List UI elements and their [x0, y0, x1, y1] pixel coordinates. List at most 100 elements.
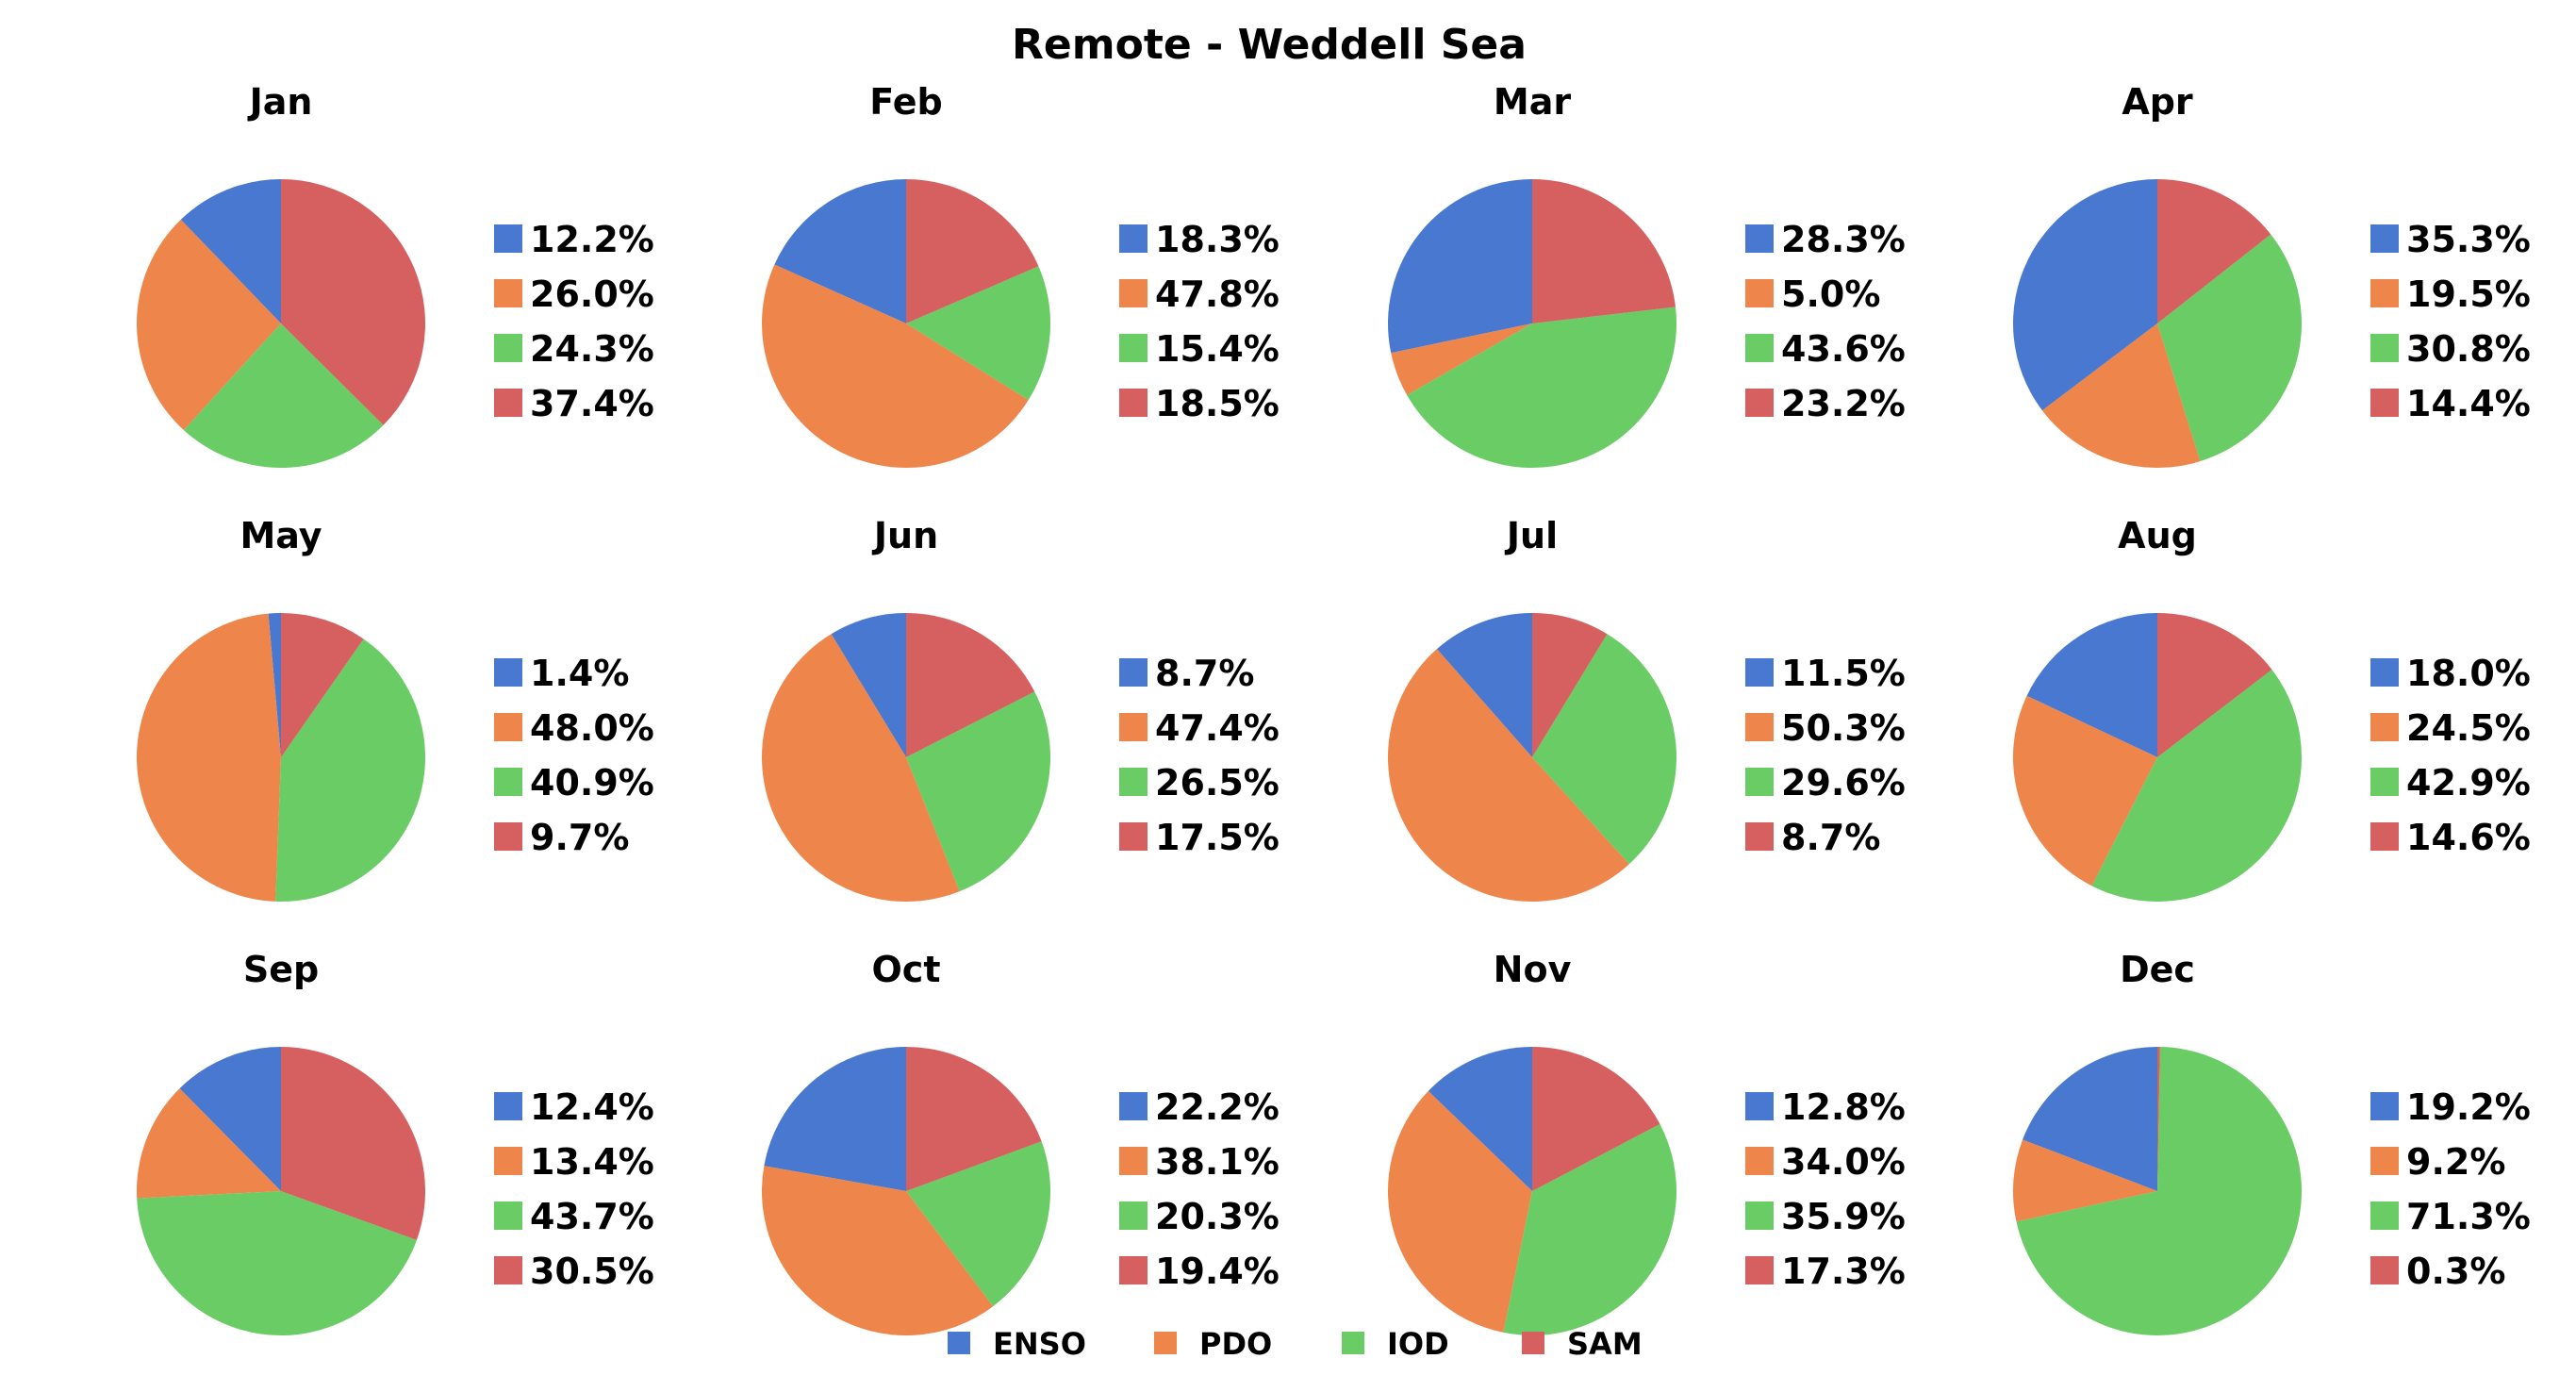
panel-legend-value-enso: 28.3% [1781, 219, 1906, 260]
panel-legend-value-sam: 17.5% [1155, 817, 1280, 858]
legend-swatch-iod [1342, 1332, 1364, 1354]
panel-legend-swatch-pdo [1745, 1147, 1774, 1175]
pie-slice-iod [1407, 307, 1676, 468]
panel-legend-value-iod: 35.9% [1781, 1196, 1906, 1237]
panel-legend-swatch-sam [1119, 822, 1148, 851]
pie-slice-enso [268, 613, 281, 757]
pie-slice-sam [2157, 178, 2271, 323]
panel-legend-value-iod: 20.3% [1155, 1196, 1280, 1237]
pie-slice-enso [2023, 1047, 2157, 1191]
month-panel-nov: Nov 12.8% 34.0% 35.9% 17.3% [1388, 949, 1906, 1336]
panel-legend-value-pdo: 9.2% [2406, 1141, 2505, 1183]
panel-legend-value-enso: 1.4% [530, 653, 629, 694]
panel-legend-value-sam: 18.5% [1155, 383, 1280, 424]
pie-slice-pdo [1388, 649, 1629, 902]
pie-slice-sam [1532, 1047, 1660, 1191]
pie-slice-sam [281, 613, 364, 757]
legend-label-sam: SAM [1567, 1326, 1643, 1362]
pie-slice-iod [1503, 1123, 1677, 1336]
panel-legend-value-iod: 30.8% [2406, 328, 2531, 370]
panel-legend-swatch-iod [2370, 1201, 2399, 1230]
panel-legend-value-sam: 14.4% [2406, 383, 2531, 424]
panel-legend-value-pdo: 26.0% [530, 273, 654, 315]
panel-legend-swatch-sam [2370, 389, 2399, 417]
pie-slice-enso [764, 1047, 906, 1191]
pie-slice-iod [1532, 634, 1676, 865]
panel-legend-value-iod: 29.6% [1781, 762, 1906, 804]
panel-legend-swatch-iod [494, 768, 522, 796]
month-panel-mar: Mar 28.3% 5.0% 43.6% 23.2% [1388, 81, 1906, 468]
panel-legend-value-sam: 19.4% [1155, 1251, 1280, 1292]
panel-title: Apr [2122, 81, 2193, 123]
panel-legend-swatch-sam [1745, 1256, 1774, 1284]
pie-slice-enso [2013, 179, 2157, 411]
panel-legend-value-enso: 19.2% [2406, 1086, 2531, 1128]
pie-slice-pdo [1391, 323, 1532, 395]
panel-legend-swatch-enso [494, 224, 522, 253]
month-panel-jun: Jun 8.7% 47.4% 26.5% 17.5% [761, 515, 1280, 903]
pie-slice-pdo [2041, 323, 2201, 468]
pie-slice-sam [906, 613, 1035, 757]
legend-swatch-enso [948, 1332, 970, 1354]
legend-label-pdo: PDO [1199, 1326, 1272, 1362]
pie-slice-enso [774, 179, 906, 323]
pie-slice-enso [180, 179, 281, 323]
panel-legend-value-iod: 15.4% [1155, 328, 1280, 370]
panel-title: Nov [1494, 949, 1572, 990]
panel-legend-value-pdo: 47.8% [1155, 273, 1280, 315]
pie-slice-sam [1532, 179, 1676, 323]
pie-slice-iod [137, 1191, 417, 1336]
pie-slice-iod [2016, 1047, 2302, 1335]
panel-legend-value-sam: 30.5% [530, 1251, 654, 1292]
panel-legend-value-enso: 8.7% [1155, 653, 1254, 694]
panel-title: Jul [1504, 515, 1558, 556]
panel-legend-value-sam: 0.3% [2406, 1251, 2505, 1292]
pie-slice-iod [906, 266, 1050, 401]
month-panel-jan: Jan 12.2% 26.0% 24.3% 37.4% [136, 81, 654, 469]
panel-legend-swatch-enso [2370, 224, 2399, 253]
month-panel-may: May 1.4% 48.0% 40.9% 9.7% [137, 515, 654, 902]
panel-legend-swatch-iod [494, 334, 522, 362]
panel-legend-swatch-sam [494, 389, 522, 417]
panel-legend-swatch-sam [2370, 822, 2399, 851]
panel-legend-value-enso: 11.5% [1781, 653, 1906, 694]
panel-legend-swatch-sam [1745, 389, 1774, 417]
panel-legend-value-enso: 12.4% [530, 1086, 654, 1128]
panel-legend-swatch-iod [1745, 1201, 1774, 1230]
panel-legend-swatch-enso [1745, 1092, 1774, 1120]
pie-slice-pdo [1388, 1090, 1532, 1333]
panel-legend-value-pdo: 5.0% [1781, 273, 1880, 315]
panel-title: May [239, 515, 322, 556]
pie-slice-pdo [137, 1088, 281, 1199]
panel-legend-value-sam: 8.7% [1781, 817, 1880, 858]
panel-legend-swatch-pdo [1745, 713, 1774, 741]
pie-slice-pdo [136, 219, 281, 431]
pie-slice-pdo [2013, 695, 2157, 887]
pie-slice-iod [906, 1141, 1050, 1307]
pie-slice-iod [183, 323, 384, 469]
panel-legend-value-pdo: 48.0% [530, 707, 654, 749]
panel-legend-swatch-sam [494, 1256, 522, 1284]
month-panel-jul: Jul 11.5% 50.3% 29.6% 8.7% [1388, 515, 1906, 902]
panel-legend-value-iod: 43.7% [530, 1196, 654, 1237]
panel-legend-swatch-sam [1745, 822, 1774, 851]
panel-legend-swatch-enso [1119, 224, 1148, 253]
panel-legend-value-enso: 12.2% [530, 219, 654, 260]
panel-legend-value-pdo: 34.0% [1781, 1141, 1906, 1183]
panel-legend-swatch-pdo [1119, 1147, 1148, 1175]
pie-slice-pdo [761, 634, 960, 903]
panel-legend-swatch-pdo [1745, 279, 1774, 307]
panel-legend-value-sam: 9.7% [530, 817, 629, 858]
pie-slice-sam [281, 179, 426, 425]
pie-slice-iod [2157, 234, 2302, 462]
pie-slice-iod [906, 691, 1050, 892]
legend-label-iod: IOD [1387, 1326, 1449, 1362]
panel-legend-swatch-sam [2370, 1256, 2399, 1284]
pie-slice-enso [1428, 1047, 1532, 1191]
panel-legend-value-enso: 35.3% [2406, 219, 2531, 260]
panel-legend-swatch-enso [494, 1092, 522, 1120]
month-panel-sep: Sep 12.4% 13.4% 43.7% 30.5% [137, 949, 654, 1336]
panel-title: Jan [247, 81, 313, 123]
pie-slice-sam [906, 1047, 1042, 1191]
